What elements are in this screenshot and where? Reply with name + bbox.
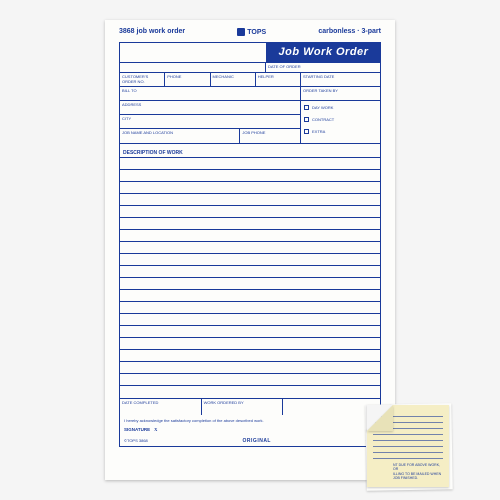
description-line	[120, 242, 380, 254]
info-grid: CUSTOMER'S ORDER NO. PHONE MECHANIC HELP…	[120, 73, 380, 143]
checkbox-icon	[304, 105, 309, 110]
description-line	[120, 350, 380, 362]
cust-order-label: CUSTOMER'S ORDER NO.	[120, 73, 164, 85]
jobname-label: JOB NAME AND LOCATION	[120, 129, 239, 136]
description-line	[120, 218, 380, 230]
signature-label: SIGNATURE	[124, 427, 150, 432]
signature-line: SIGNATURE X	[120, 426, 380, 436]
description-line	[120, 314, 380, 326]
ordered-by-label: WORK ORDERED BY	[202, 399, 283, 406]
checkbox-contract: CONTRACT	[301, 113, 380, 125]
description-line	[120, 206, 380, 218]
description-line	[120, 338, 380, 350]
date-completed-label: DATE COMPLETED	[120, 399, 201, 406]
description-line	[120, 374, 380, 386]
date-row	[120, 43, 380, 63]
pad-header: 3868 job work order TOPS carbonless · 3-…	[119, 28, 381, 36]
helper-label: HELPER	[256, 73, 300, 80]
brand-icon	[237, 28, 245, 36]
description-line	[120, 278, 380, 290]
form-footer: ©TOPS 3868 ORIGINAL 01-14	[120, 436, 380, 446]
description-line	[120, 254, 380, 266]
city-label: CITY	[120, 115, 300, 122]
copy-footer-text: NT DUE FOR ABOVE WORK, OR ILLING TO BE M…	[393, 463, 445, 481]
acknowledgement-text: I hereby acknowledge the satisfactory co…	[120, 415, 380, 426]
signature-x: X	[154, 427, 157, 432]
description-line	[120, 302, 380, 314]
date-of-order-label: DATE OF ORDER	[266, 63, 380, 70]
description-line	[120, 386, 380, 398]
description-line	[120, 266, 380, 278]
ordertaken-label: ORDER TAKEN BY	[301, 87, 380, 94]
description-line	[120, 158, 380, 170]
brand-name: TOPS	[247, 29, 266, 36]
description-line	[120, 194, 380, 206]
description-line	[120, 362, 380, 374]
description-header: DESCRIPTION OF WORK	[120, 148, 380, 158]
billto-label: BILL TO	[120, 87, 300, 94]
mechanic-label: MECHANIC	[211, 73, 255, 80]
brand: TOPS	[237, 28, 266, 36]
startdate-label: STARTING DATE	[301, 73, 380, 80]
checkbox-icon	[304, 129, 309, 134]
checkbox-extra: EXTRA	[301, 125, 380, 137]
checkbox-icon	[304, 117, 309, 122]
form-pad: 3868 job work order TOPS carbonless · 3-…	[105, 20, 395, 480]
footer-original: ORIGINAL	[243, 438, 271, 444]
description-line	[120, 290, 380, 302]
work-order-form: Job Work Order DATE OF ORDER CUSTOMER'S …	[119, 42, 381, 447]
address-label: ADDRESS	[120, 101, 300, 108]
bottom-row: DATE COMPLETED WORK ORDERED BY	[120, 398, 380, 415]
product-code: 3868 job work order	[119, 28, 185, 36]
description-line	[120, 230, 380, 242]
phone-label: PHONE	[165, 73, 209, 80]
description-line	[120, 170, 380, 182]
description-line	[120, 326, 380, 338]
jobphone-label: JOB PHONE	[240, 129, 300, 136]
footer-copyright: ©TOPS 3868	[124, 438, 148, 444]
description-line	[120, 182, 380, 194]
checkbox-daywork: DAY WORK	[301, 101, 380, 113]
form-type: carbonless · 3-part	[318, 28, 381, 36]
description-lines	[120, 158, 380, 398]
footer-date: 01-14	[366, 438, 376, 444]
